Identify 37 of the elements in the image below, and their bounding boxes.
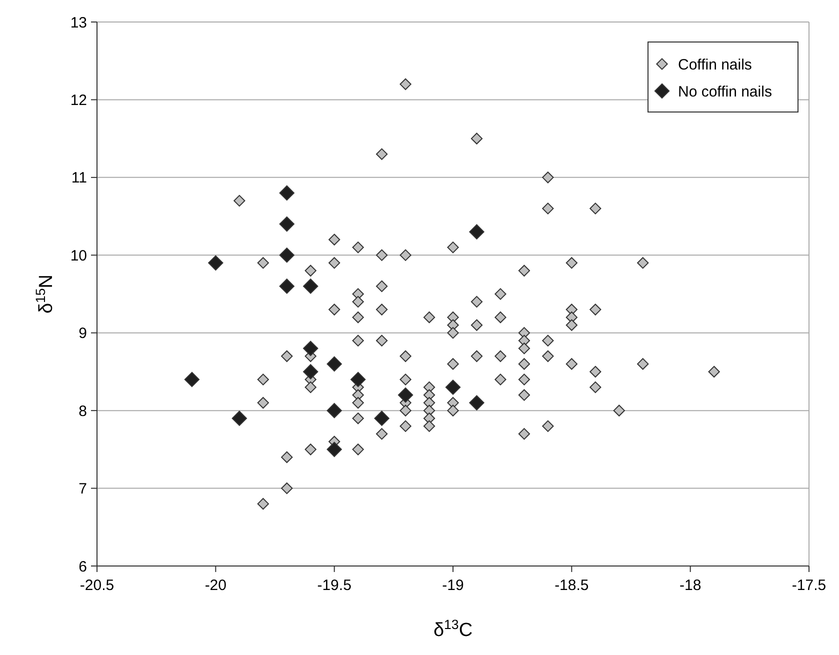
point [445, 380, 461, 395]
x-tick-label: -17.5 [792, 577, 826, 594]
y-tick-label: 11 [71, 170, 87, 187]
point [279, 185, 294, 201]
point [303, 340, 318, 356]
point [469, 395, 484, 410]
y-tick-label: 6 [78, 558, 87, 576]
point [303, 278, 318, 294]
legend-label: No coffin nails [678, 83, 772, 100]
x-axis-title: δ$^{13}$C [433, 616, 473, 641]
point [303, 364, 318, 380]
y-tick-label: 12 [70, 92, 87, 109]
point [326, 356, 342, 372]
point [374, 410, 390, 426]
point [469, 224, 484, 240]
y-tick-label: 8 [78, 402, 87, 420]
point [398, 387, 414, 403]
y-tick-label: 9 [78, 325, 87, 342]
x-tick-label: -18.5 [554, 577, 589, 594]
point [232, 410, 247, 426]
point [279, 278, 294, 294]
point [326, 442, 342, 458]
x-tick-label: -19.5 [317, 577, 352, 594]
x-tick-label: -20.5 [80, 577, 114, 594]
y-tick-label: 7 [78, 480, 87, 498]
point [350, 372, 366, 388]
legend-label: Coffin nails [678, 56, 752, 74]
point [208, 255, 224, 270]
x-tick-label: -20 [204, 577, 227, 594]
y-tick-label: 13 [70, 14, 87, 32]
point [326, 402, 342, 418]
y-tick-label: 10 [70, 247, 87, 264]
point [184, 372, 200, 388]
point [279, 248, 294, 263]
point [279, 216, 294, 232]
x-tick-label: -19 [442, 577, 464, 594]
x-tick-label: -18 [679, 577, 702, 594]
